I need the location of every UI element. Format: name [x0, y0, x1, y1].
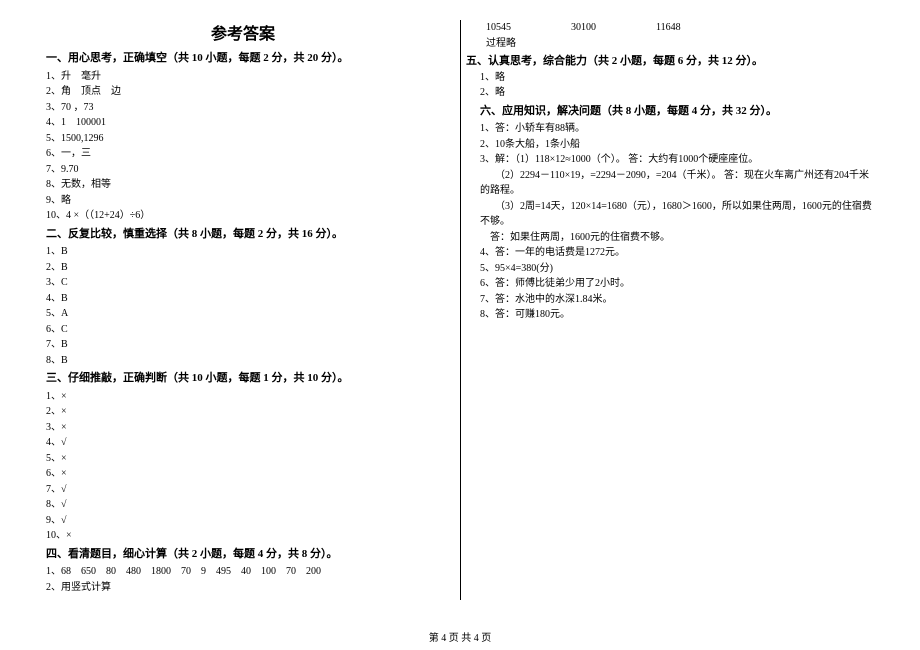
section4-head: 四、看清题目，细心计算（共 2 小题，每题 4 分，共 8 分）。	[46, 546, 440, 563]
s1-item: 3、70 ，73	[46, 100, 440, 116]
s1-item: 5、1500,1296	[46, 131, 440, 147]
s1-item: 6、一，三	[46, 146, 440, 162]
section1-head: 一、用心思考，正确填空（共 10 小题，每题 2 分，共 20 分）。	[46, 50, 440, 67]
s1-item: 7、9.70	[46, 162, 440, 178]
s2-item: 6、C	[46, 322, 440, 338]
s2-item: 2、B	[46, 260, 440, 276]
s1-item: 1、升 毫升	[46, 69, 440, 85]
section3-head: 三、仔细推敲，正确判断（共 10 小题，每题 1 分，共 10 分）。	[46, 370, 440, 387]
s6-item: 1、答：小轿车有88辆。	[480, 121, 874, 137]
s3-item: 9、√	[46, 513, 440, 529]
s6-item: 3、解：（1）118×12≈1000（个）。 答：大约有1000个硬座座位。	[480, 152, 874, 168]
s2-item: 4、B	[46, 291, 440, 307]
calc-val: 11648	[656, 20, 681, 36]
s1-item: 4、1 100001	[46, 115, 440, 131]
s3-item: 3、×	[46, 420, 440, 436]
s6-item: 8、答：可赚180元。	[480, 307, 874, 323]
page-title: 参考答案	[46, 20, 440, 44]
s3-item: 7、√	[46, 482, 440, 498]
s4-calc-row: 10545 30100 11648	[466, 20, 860, 36]
s2-item: 5、A	[46, 306, 440, 322]
s6-item: （2）2294－110×19，=2294－2090，=204（千米）。 答：现在…	[480, 168, 874, 199]
s4-line3: 过程略	[466, 36, 860, 52]
s1-item: 10、4 ×（（12+24）÷6）	[46, 208, 440, 224]
s6-item: 7、答：水池中的水深1.84米。	[480, 292, 874, 308]
section6-head: 六、应用知识，解决问题（共 8 小题，每题 4 分，共 32 分）。	[480, 103, 874, 120]
s4-line1: 1、68 650 80 480 1800 70 9 495 40 100 70 …	[46, 564, 440, 580]
s2-item: 8、B	[46, 353, 440, 369]
section5-head: 五、认真思考，综合能力（共 2 小题，每题 6 分，共 12 分）。	[466, 53, 860, 70]
s3-item: 4、√	[46, 435, 440, 451]
s6-item: 6、答：师傅比徒弟少用了2小时。	[480, 276, 874, 292]
section2-head: 二、反复比较，慎重选择（共 8 小题，每题 2 分，共 16 分）。	[46, 226, 440, 243]
s3-item: 1、×	[46, 389, 440, 405]
s2-item: 1、B	[46, 244, 440, 260]
s3-item: 5、×	[46, 451, 440, 467]
s3-item: 6、×	[46, 466, 440, 482]
s1-item: 9、略	[46, 193, 440, 209]
s3-item: 2、×	[46, 404, 440, 420]
calc-val: 10545	[486, 20, 511, 36]
s3-item: 8、√	[46, 497, 440, 513]
s2-item: 3、C	[46, 275, 440, 291]
s6-item: 5、95×4=380(分)	[480, 261, 874, 277]
s5-item: 2、略	[480, 85, 874, 101]
s3-item: 10、×	[46, 528, 440, 544]
s1-item: 8、无数，相等	[46, 177, 440, 193]
s6-item: 2、10条大船，1条小船	[480, 137, 874, 153]
s4-line2: 2、用竖式计算	[46, 580, 440, 596]
s2-item: 7、B	[46, 337, 440, 353]
s6-item: （3）2周=14天，120×14=1680（元），1680＞1600，所以如果住…	[480, 199, 874, 230]
s1-item: 2、角 顶点 边	[46, 84, 440, 100]
calc-val: 30100	[571, 20, 596, 36]
s5-item: 1、略	[480, 70, 874, 86]
s6-item: 4、答：一年的电话费是1272元。	[480, 245, 874, 261]
s6-item: 答：如果住两周，1600元的住宿费不够。	[480, 230, 874, 246]
page-footer: 第 4 页 共 4 页	[0, 629, 920, 644]
